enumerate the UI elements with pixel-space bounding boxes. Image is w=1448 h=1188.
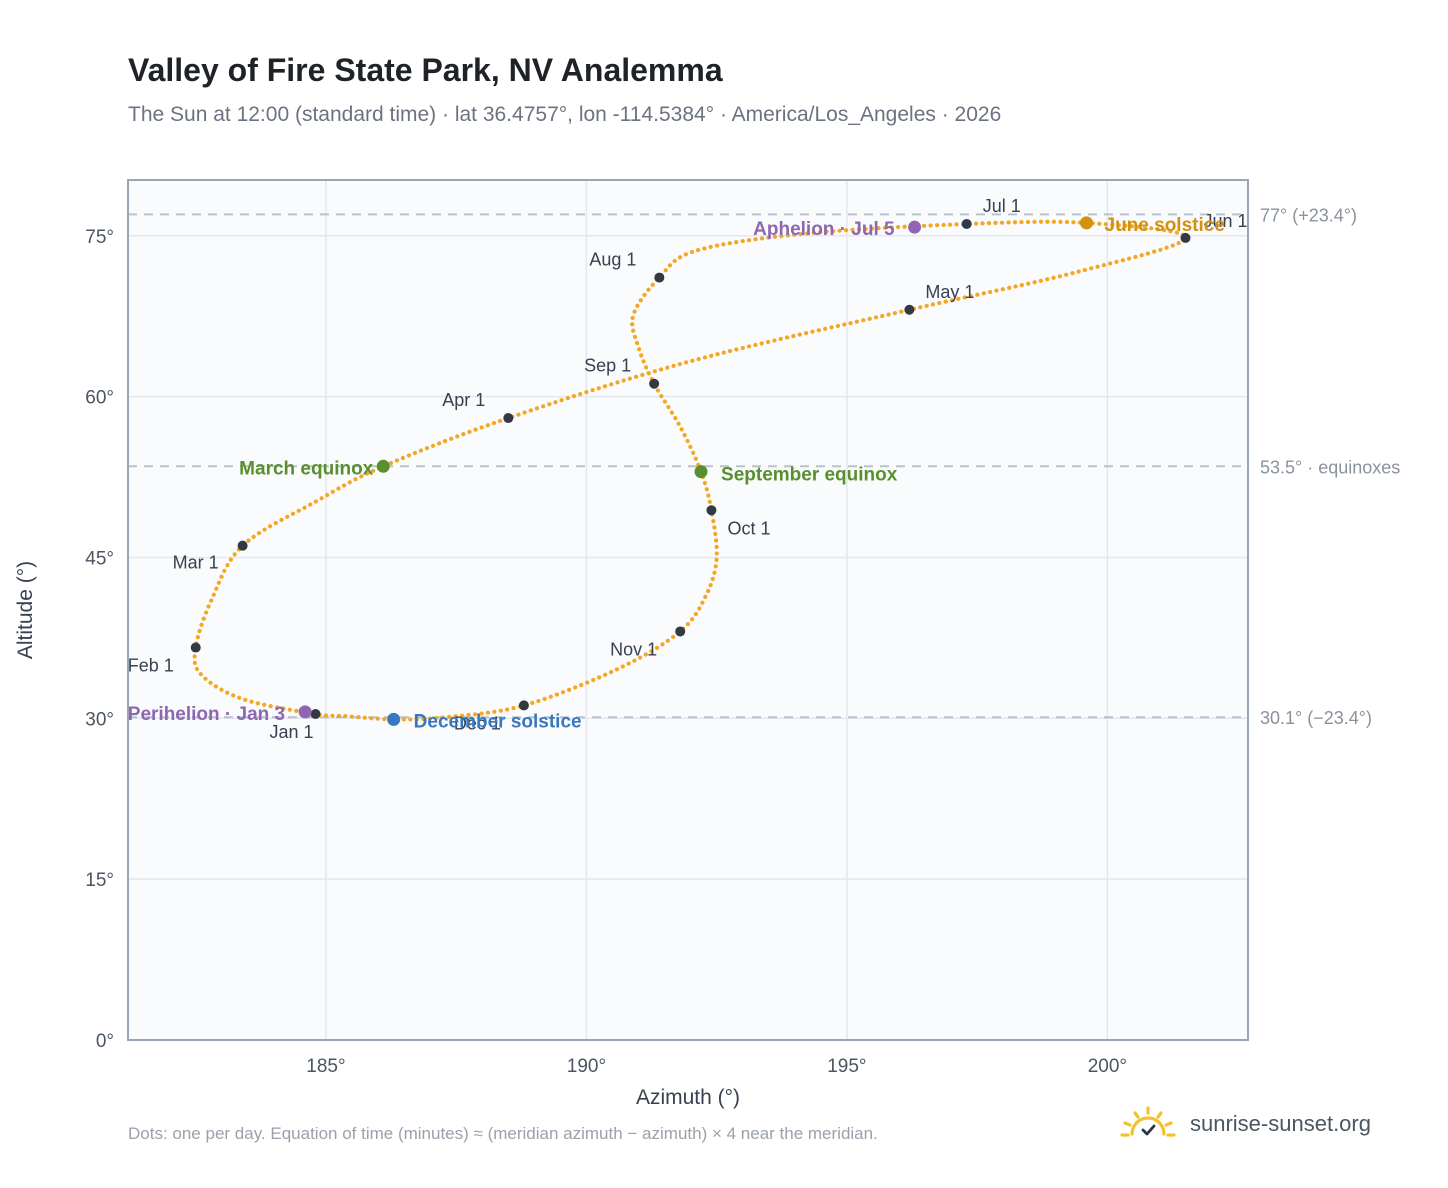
x-tick-label: 200° [1088, 1056, 1127, 1077]
event-label: March equinox [239, 458, 374, 479]
sun-logo-icon [1120, 1106, 1176, 1137]
event-marker [1080, 216, 1094, 230]
chart-footnote: Dots: one per day. Equation of time (min… [128, 1124, 878, 1143]
event-marker [387, 712, 401, 726]
month-label: Sep 1 [584, 356, 631, 376]
event-label: Perihelion · Jan 3 [128, 704, 285, 725]
brand-name[interactable]: sunrise-sunset.org [1190, 1111, 1371, 1136]
month-label: Nov 1 [610, 639, 657, 659]
month-marker [237, 540, 248, 551]
month-marker [310, 709, 321, 720]
y-tick-label: 45° [85, 548, 114, 569]
event-marker [908, 220, 922, 234]
month-label: Apr 1 [442, 390, 485, 410]
x-tick-label: 195° [827, 1056, 866, 1077]
month-label: Feb 1 [128, 656, 174, 676]
month-label: Aug 1 [589, 250, 636, 270]
month-marker [503, 413, 514, 424]
y-axis-title: Altitude (°) [14, 561, 37, 659]
month-label: May 1 [925, 282, 974, 302]
reference-line-label: 30.1° (−23.4°) [1260, 708, 1372, 728]
reference-line-label: 53.5° · equinoxes [1260, 457, 1400, 477]
y-tick-label: 15° [85, 870, 114, 891]
y-tick-label: 75° [85, 227, 114, 248]
month-label: Mar 1 [173, 553, 219, 573]
month-marker [961, 218, 972, 229]
month-marker [706, 505, 717, 516]
month-marker [649, 378, 660, 389]
event-label: December solstice [414, 711, 582, 732]
event-label: Aphelion · Jul 5 [753, 219, 895, 240]
chart-title: Valley of Fire State Park, NV Analemma [128, 52, 723, 88]
analemma-daily-dots [192, 219, 1188, 722]
plot-area [128, 180, 1248, 1040]
reference-line-label: 77° (+23.4°) [1260, 205, 1357, 225]
month-label: Jul 1 [983, 196, 1021, 216]
month-marker [675, 626, 686, 637]
x-axis-title: Azimuth (°) [636, 1086, 740, 1109]
plot-frame [127, 179, 1249, 1041]
month-marker [654, 272, 665, 283]
brand[interactable]: sunrise-sunset.org [1120, 1100, 1371, 1148]
month-marker [904, 304, 915, 315]
month-label: Dec 1 [454, 713, 501, 733]
month-marker [1180, 232, 1191, 243]
event-marker [298, 705, 312, 719]
chart-subtitle: The Sun at 12:00 (standard time) · lat 3… [128, 103, 1002, 126]
y-tick-label: 30° [85, 709, 114, 730]
month-marker [190, 642, 201, 653]
x-tick-label: 185° [306, 1056, 345, 1077]
month-label: Oct 1 [727, 518, 770, 538]
event-label: September equinox [721, 465, 898, 486]
event-marker [694, 465, 708, 479]
month-marker [518, 700, 529, 711]
event-marker [376, 459, 390, 473]
x-tick-label: 190° [567, 1056, 606, 1077]
y-tick-label: 0° [96, 1031, 114, 1052]
event-label: June solstice [1105, 215, 1225, 236]
month-label: Jan 1 [270, 722, 314, 742]
y-tick-label: 60° [85, 388, 114, 409]
month-label: Jun 1 [1203, 211, 1247, 231]
